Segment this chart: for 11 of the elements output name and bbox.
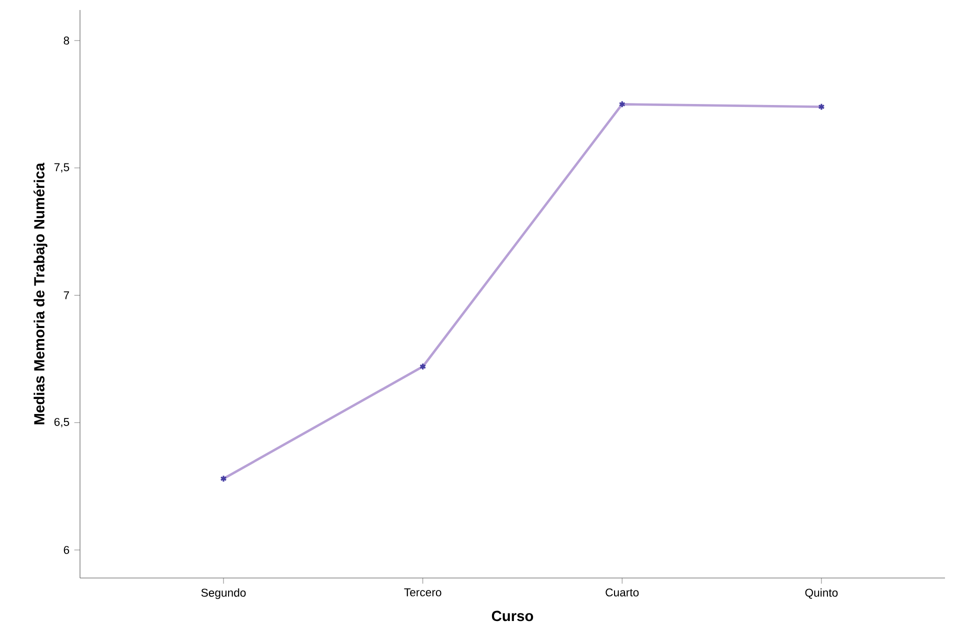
y-tick-label: 6 [64, 546, 70, 554]
y-axis-title: Medias Memoria de Trabajo Numérica [34, 162, 48, 424]
x-axis-title: Curso [492, 610, 534, 622]
x-tick-label: Tercero [404, 588, 442, 596]
y-tick-label: 7,5 [54, 163, 70, 173]
x-tick-label: Segundo [201, 588, 246, 599]
x-tick-label: Cuarto [606, 588, 639, 596]
x-tick-label: Quinto [805, 588, 838, 599]
y-tick-label: 6,5 [54, 418, 70, 428]
y-tick-label: 7 [64, 291, 70, 300]
y-tick-label: 8 [64, 36, 70, 45]
